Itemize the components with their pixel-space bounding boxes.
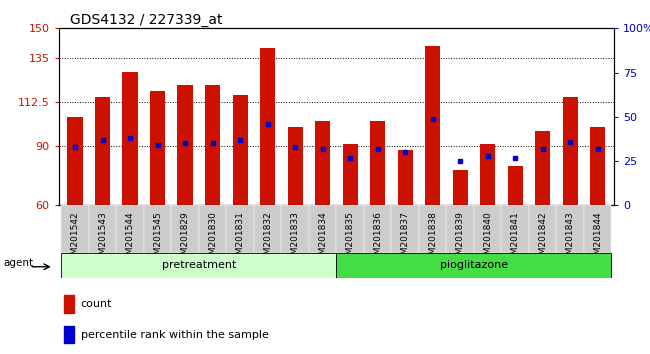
Text: agent: agent	[3, 258, 33, 268]
Text: GSM201544: GSM201544	[125, 211, 135, 266]
Bar	[425, 46, 440, 205]
Bar	[61, 253, 337, 278]
Bar	[343, 144, 358, 205]
Bar	[205, 85, 220, 205]
Text: GSM201839: GSM201839	[456, 211, 465, 266]
Bar	[122, 72, 138, 205]
Bar	[508, 166, 523, 205]
Text: GSM201831: GSM201831	[235, 211, 244, 266]
Text: GSM201833: GSM201833	[291, 211, 300, 266]
Text: pioglitazone: pioglitazone	[440, 261, 508, 270]
Bar	[172, 205, 199, 253]
Text: GSM201842: GSM201842	[538, 211, 547, 266]
Text: GSM201841: GSM201841	[511, 211, 520, 266]
Text: GSM201843: GSM201843	[566, 211, 575, 266]
Text: GSM201844: GSM201844	[593, 211, 603, 266]
Bar	[116, 205, 144, 253]
Text: GSM201542: GSM201542	[70, 211, 79, 266]
Bar	[144, 205, 172, 253]
Bar	[590, 127, 605, 205]
Text: percentile rank within the sample: percentile rank within the sample	[81, 330, 268, 340]
Bar	[233, 95, 248, 205]
Bar	[480, 144, 495, 205]
Bar	[337, 205, 364, 253]
Bar	[177, 85, 192, 205]
Text: GSM201835: GSM201835	[346, 211, 355, 266]
Bar	[391, 205, 419, 253]
Bar	[529, 205, 556, 253]
Bar	[370, 121, 385, 205]
Bar	[287, 127, 303, 205]
Text: GSM201834: GSM201834	[318, 211, 327, 266]
Text: GSM201832: GSM201832	[263, 211, 272, 266]
Bar	[315, 121, 330, 205]
Bar	[150, 91, 165, 205]
Bar	[337, 253, 612, 278]
Bar	[398, 150, 413, 205]
Text: GSM201829: GSM201829	[181, 211, 190, 266]
Bar	[226, 205, 254, 253]
Bar	[535, 131, 551, 205]
Bar	[61, 205, 89, 253]
Bar	[584, 205, 612, 253]
Bar	[563, 97, 578, 205]
Bar	[199, 205, 226, 253]
Bar	[254, 205, 281, 253]
Bar	[68, 117, 83, 205]
Text: pretreatment: pretreatment	[162, 261, 236, 270]
Text: GSM201840: GSM201840	[483, 211, 492, 266]
Bar	[556, 205, 584, 253]
Bar	[95, 97, 110, 205]
Bar	[89, 205, 116, 253]
Bar	[364, 205, 391, 253]
Bar	[452, 170, 468, 205]
Bar	[281, 205, 309, 253]
Bar	[447, 205, 474, 253]
Text: GDS4132 / 227339_at: GDS4132 / 227339_at	[70, 13, 222, 27]
Text: GSM201838: GSM201838	[428, 211, 437, 266]
Text: GSM201837: GSM201837	[400, 211, 410, 266]
Text: GSM201543: GSM201543	[98, 211, 107, 266]
Text: GSM201830: GSM201830	[208, 211, 217, 266]
Bar	[419, 205, 447, 253]
Bar	[501, 205, 529, 253]
Bar	[260, 48, 275, 205]
Bar	[309, 205, 337, 253]
Bar	[64, 295, 74, 313]
Text: GSM201836: GSM201836	[373, 211, 382, 266]
Text: count: count	[81, 299, 112, 309]
Bar	[64, 326, 74, 343]
Bar	[474, 205, 501, 253]
Text: GSM201545: GSM201545	[153, 211, 162, 266]
